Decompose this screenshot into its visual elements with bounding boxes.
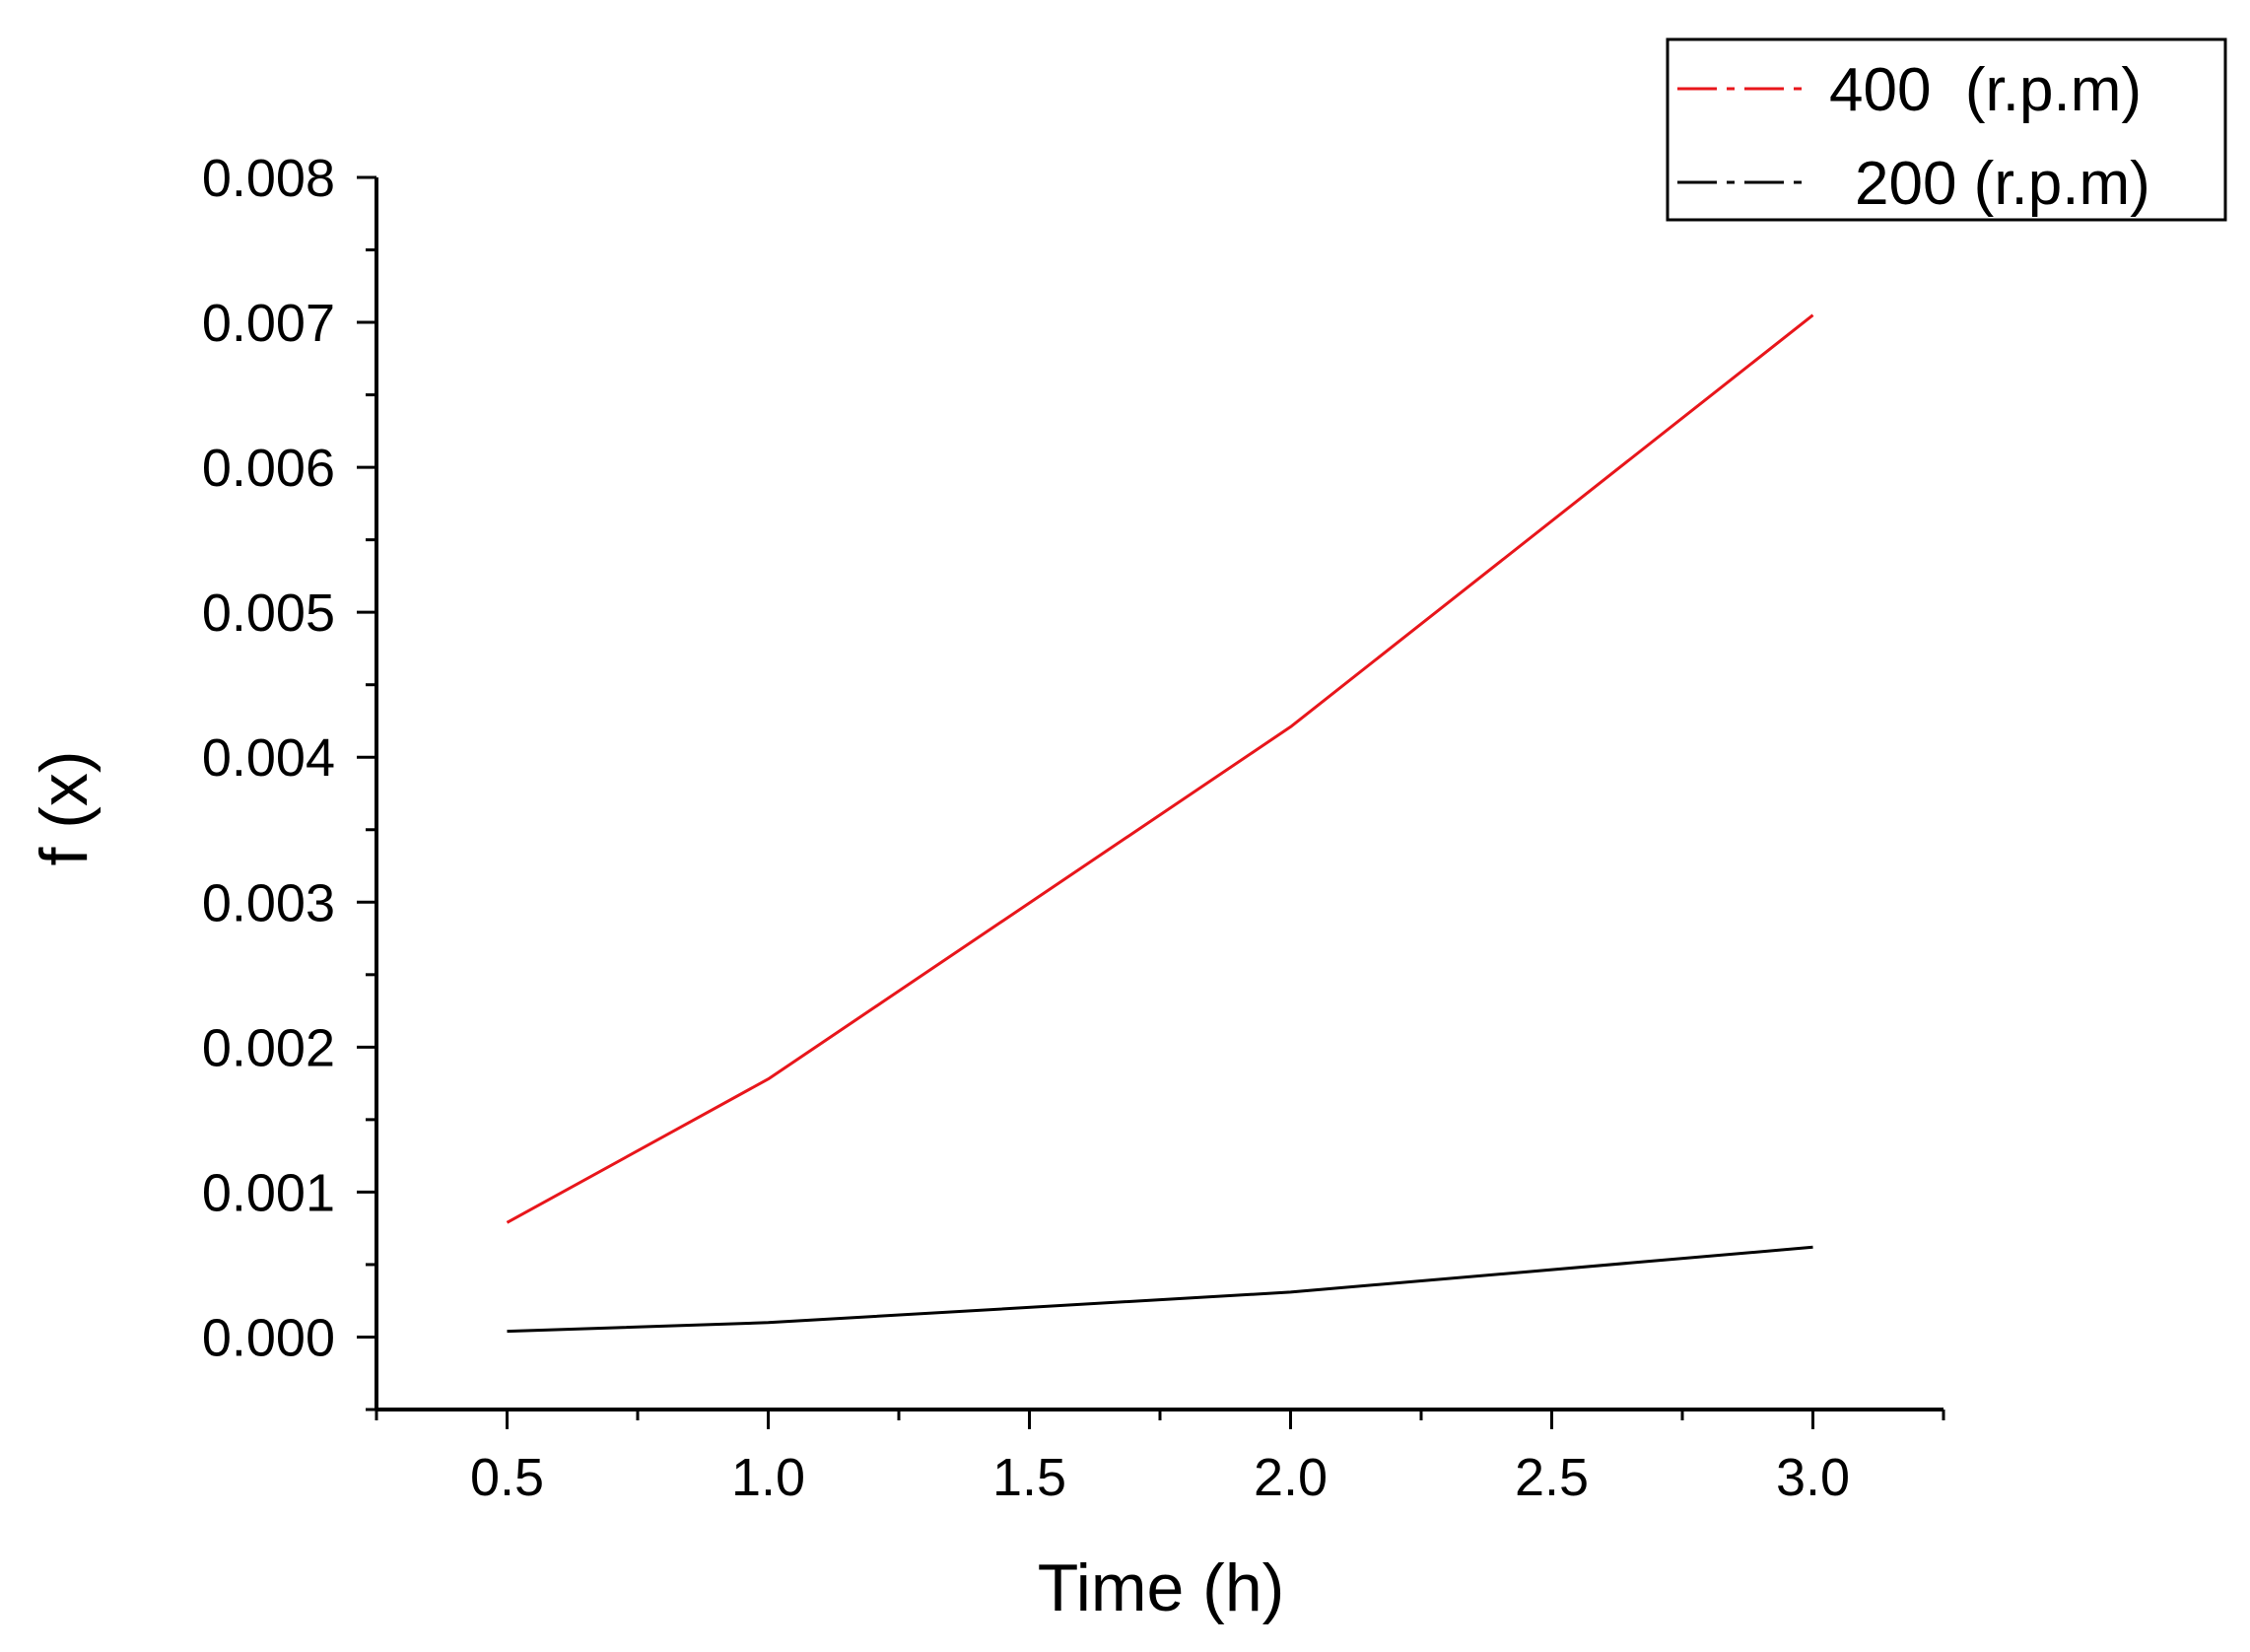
- x-tick-label: 1.5: [992, 1448, 1066, 1507]
- x-ticks: 0.5 1.0 1.5 2.0 2.5 3.0: [375, 1410, 1945, 1507]
- legend: 400 (r.p.m) 200 (r.p.m): [1666, 37, 2227, 222]
- y-tick-label: 0.005: [202, 584, 335, 643]
- legend-label-400: 400 (r.p.m): [1829, 56, 2142, 124]
- axes: [375, 177, 1943, 1411]
- legend-box: [1666, 37, 2227, 222]
- y-tick-label: 0.001: [202, 1163, 335, 1222]
- x-tick-label: 0.5: [470, 1448, 544, 1507]
- y-axis-title: f (x): [27, 750, 102, 865]
- y-tick-label: 0.007: [202, 294, 335, 353]
- y-tick-label: 0.008: [202, 149, 335, 208]
- y-tick-label: 0.006: [202, 439, 335, 498]
- y-tick-label: 0.002: [202, 1018, 335, 1077]
- y-tick-label: 0.004: [202, 728, 335, 788]
- y-tick-label: 0.000: [202, 1308, 335, 1367]
- series-layer: [506, 313, 1814, 1334]
- x-axis-title: Time (h): [1038, 1550, 1285, 1625]
- series-line-1: [507, 1245, 1813, 1334]
- y-tick-label: 0.003: [202, 873, 335, 932]
- y-ticks: 0.000 0.001 0.002 0.003 0.004 0.005 0.006 0.007…: [202, 149, 376, 1411]
- x-tick-label: 2.0: [1254, 1448, 1328, 1507]
- x-tick-label: 3.0: [1776, 1448, 1850, 1507]
- series-line-0: [506, 313, 1814, 1224]
- legend-label-200: 200 (r.p.m): [1855, 150, 2150, 218]
- x-tick-label: 2.5: [1515, 1448, 1589, 1507]
- x-tick-label: 1.0: [731, 1448, 805, 1507]
